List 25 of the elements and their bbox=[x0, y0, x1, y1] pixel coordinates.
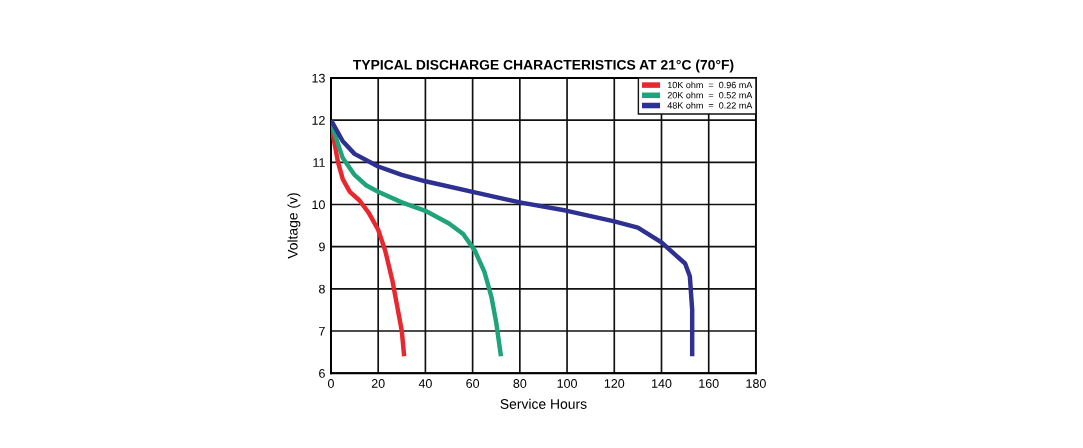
legend-label: 10K ohm = 0.96 mA bbox=[667, 81, 753, 89]
y-tick-label: 11 bbox=[313, 158, 325, 167]
y-tick-label: 7 bbox=[319, 326, 325, 336]
legend-label: 48K ohm = 0.22 mA bbox=[667, 102, 753, 109]
x-tick-label: 160 bbox=[699, 379, 719, 388]
x-tick-label: 180 bbox=[746, 379, 766, 388]
y-tick-label: 12 bbox=[312, 115, 325, 125]
chart-title: TYPICAL DISCHARGE CHARACTERISTICS AT 21°C (70°F) bbox=[352, 59, 734, 73]
legend-label: 20K ohm = 0.52 mA bbox=[667, 91, 753, 99]
y-axis-title: Voltage (v) bbox=[287, 193, 301, 259]
x-tick-label: 60 bbox=[466, 379, 480, 388]
x-tick-label: 80 bbox=[513, 379, 527, 388]
y-tick-label: 13 bbox=[312, 73, 325, 83]
line-series bbox=[330, 117, 695, 359]
y-tick-label: 6 bbox=[319, 368, 325, 378]
x-tick-label: 0 bbox=[327, 379, 334, 388]
x-tick-label: 100 bbox=[557, 379, 577, 388]
x-tick-label: 120 bbox=[604, 379, 625, 388]
x-tick-label: 140 bbox=[652, 379, 672, 388]
y-tick-label: 9 bbox=[319, 242, 325, 252]
x-axis-title: Service Hours bbox=[500, 398, 587, 409]
x-tick-label: 40 bbox=[418, 379, 432, 388]
x-tick-label: 20 bbox=[371, 379, 385, 388]
y-tick-label: 10 bbox=[312, 200, 325, 210]
y-tick-label: 8 bbox=[319, 284, 325, 294]
